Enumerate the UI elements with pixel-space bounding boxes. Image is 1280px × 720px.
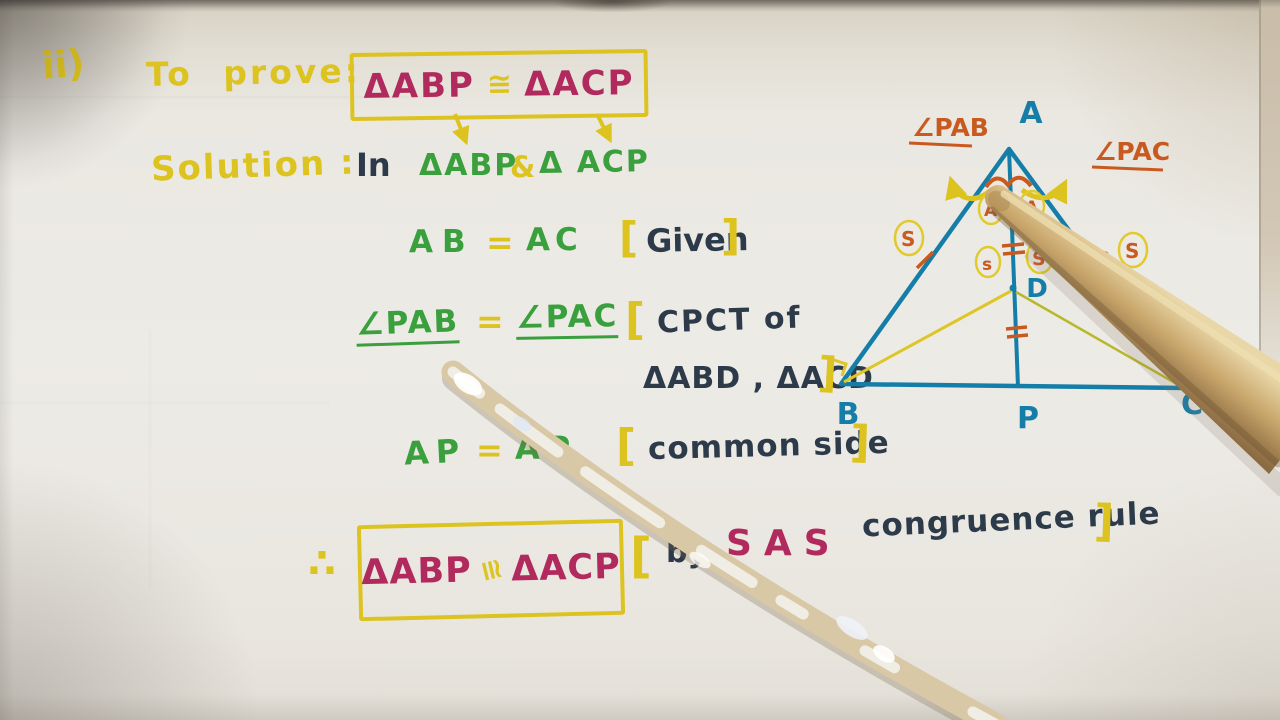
tick-on-ac <box>1094 251 1109 269</box>
congruent-symbol: ≅ <box>486 66 513 103</box>
svg-text:S: S <box>1125 239 1139 263</box>
solution-triangle-2: Δ ACP <box>538 144 651 181</box>
conclusion-left-triangle: ΔABP <box>360 549 473 593</box>
to-prove-box: ΔABP ≅ ΔACP <box>349 48 649 122</box>
svg-text:S: S <box>901 227 915 251</box>
point-d-dot <box>1009 284 1017 292</box>
curved-arrow-right-icon <box>1020 178 1068 205</box>
step2-equals: = <box>476 302 504 341</box>
therefore-symbol: ∴ <box>308 541 336 587</box>
angle-arc-at-a <box>984 175 1033 189</box>
step1-equals: = <box>486 223 514 262</box>
step1-bracket-close: ] <box>721 211 741 260</box>
equal-tick-upper-ad <box>1001 242 1026 256</box>
conclusion-congruent-symbol: ≅ <box>473 554 511 586</box>
solution-triangle-1: ΔABP <box>419 148 519 183</box>
svg-text:∠PAC: ∠PAC <box>1094 137 1170 166</box>
angle-label-pac: ∠PAC <box>1091 137 1170 172</box>
svg-text:S: S <box>1032 248 1046 270</box>
solution-label: Solution : <box>150 142 357 190</box>
segment-ap <box>1007 148 1020 388</box>
conclusion-by-word: by <box>666 535 708 570</box>
item-number: ii) <box>40 41 87 88</box>
step3-equals: = <box>476 431 503 469</box>
conclusion-bracket-open: [ <box>630 528 652 584</box>
triangle-diagram: ∠PAB ∠PAC S A A <box>833 96 1203 436</box>
triangle-outline <box>838 146 1188 391</box>
step2-lhs: ∠PAB <box>355 303 460 347</box>
step2-bracket-open: [ <box>625 294 646 345</box>
solution-ampersand: & <box>510 150 536 184</box>
step1-rhs: AC <box>526 222 583 258</box>
step3-rhs: AP <box>515 429 578 467</box>
tick-on-ab <box>915 250 935 270</box>
svg-text:∠PAB: ∠PAB <box>912 113 989 142</box>
step3-bracket-open: [ <box>616 420 637 471</box>
circled-s-mark: S <box>1025 239 1055 275</box>
vertex-label-c: C <box>1181 387 1203 422</box>
conclusion-bracket-close: ] <box>1093 495 1116 548</box>
circled-s-mark: S <box>1117 231 1149 269</box>
step2-reason-line1: CPCT of <box>656 300 803 341</box>
prove-right-triangle: ΔACP <box>523 63 635 105</box>
svg-text:s: s <box>982 255 992 275</box>
solution-in-word: In <box>356 146 391 184</box>
conclusion-box: ΔABP ≅ ΔACP <box>356 518 626 622</box>
step1-bracket-open: [ <box>619 213 639 262</box>
step1-lhs: AB <box>409 224 475 260</box>
step3-bracket-close: ] <box>849 416 872 469</box>
svg-text:A: A <box>984 201 998 221</box>
vertex-label-a: A <box>1019 96 1043 131</box>
conclusion-rule-name: SAS <box>726 523 842 564</box>
step3-lhs: AP <box>403 431 468 473</box>
circled-a-mark: A <box>977 192 1005 226</box>
circled-s-mark: S <box>893 219 925 257</box>
pointer-stick <box>985 185 1280 497</box>
curved-arrow-left-icon <box>945 175 992 201</box>
step2-bracket-close: ] <box>816 347 839 398</box>
point-label-p: P <box>1017 401 1039 436</box>
step2-reason-line2: ΔABD , ΔACD <box>643 361 874 396</box>
wall-edge <box>1259 0 1280 430</box>
angle-label-pab: ∠PAB <box>908 113 989 148</box>
step2-rhs: ∠PAC <box>516 298 619 340</box>
circled-a-mark: A <box>1018 189 1046 223</box>
point-label-d: D <box>1026 274 1048 304</box>
circled-s-mark: s <box>974 245 1002 279</box>
to-prove-label: To prove: <box>145 51 362 94</box>
conclusion-rule-text: congruence rule <box>861 495 1162 545</box>
equal-tick-dp <box>1005 325 1029 339</box>
svg-text:A: A <box>1025 198 1039 218</box>
segment-dc <box>1015 290 1183 389</box>
conclusion-right-triangle: ΔACP <box>510 546 622 589</box>
prove-left-triangle: ΔABP <box>363 65 476 107</box>
